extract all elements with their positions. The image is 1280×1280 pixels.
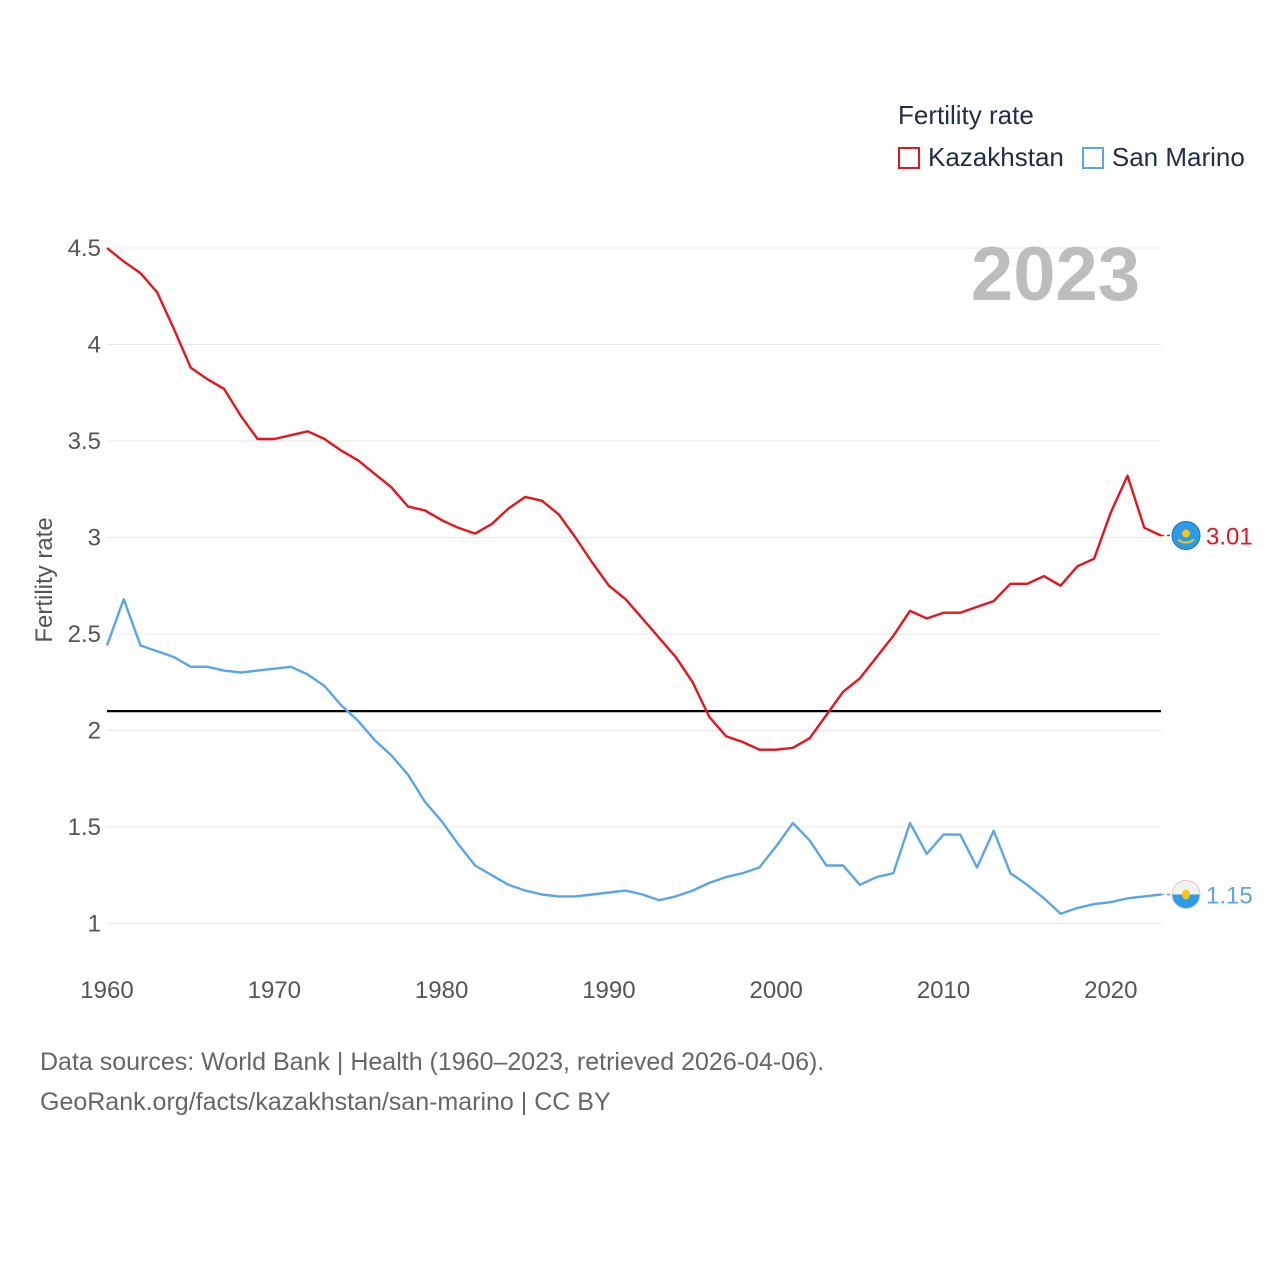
x-axis-ticks: 1960 1970 1980 1990 2000 2010 2020 xyxy=(80,977,1137,1004)
legend: Kazakhstan San Marino xyxy=(898,142,1263,173)
x-tick-label: 1980 xyxy=(415,977,468,1004)
source-line-1: Data sources: World Bank | Health (1960–… xyxy=(40,1048,825,1076)
series-line-kazakhstan xyxy=(106,247,1162,751)
y-tick-label: 1 xyxy=(88,910,101,937)
y-axis-ticks: 1 1.5 2 2.5 3 3.5 4 4.5 xyxy=(68,235,101,937)
x-tick-label: 1990 xyxy=(582,977,635,1004)
legend-label-kazakhstan: Kazakhstan xyxy=(928,142,1064,172)
legend-item-san-marino[interactable]: San Marino xyxy=(1081,142,1245,173)
x-tick-label: 1960 xyxy=(80,977,133,1004)
series-line-san-marino xyxy=(105,598,1162,915)
y-tick-label: 2.5 xyxy=(68,621,101,648)
x-tick-label: 2020 xyxy=(1084,977,1137,1004)
source-note: Data sources: World Bank | Health (1960–… xyxy=(40,1042,824,1122)
flag-kazakhstan-icon xyxy=(1171,521,1201,551)
y-tick-label: 2 xyxy=(88,717,101,744)
y-tick-label: 1.5 xyxy=(68,814,101,841)
end-label-san-marino: 1.15 xyxy=(1206,882,1253,909)
end-label-kazakhstan: 3.01 xyxy=(1206,524,1253,551)
legend-swatch-san-marino xyxy=(1081,146,1104,169)
y-tick-label: 3.5 xyxy=(68,428,101,455)
legend-title: Fertility rate xyxy=(898,100,1034,130)
y-tick-label: 4.5 xyxy=(68,235,101,262)
y-tick-label: 3 xyxy=(88,524,101,551)
legend-swatch-kazakhstan xyxy=(898,146,920,169)
source-line-2: GeoRank.org/facts/kazakhstan/san-marino … xyxy=(40,1088,611,1116)
legend-label-san-marino: San Marino xyxy=(1111,142,1245,172)
y-tick-label: 4 xyxy=(88,331,101,358)
x-tick-label: 1970 xyxy=(248,977,301,1004)
year-display: 2023 xyxy=(971,232,1140,317)
y-axis-label: Fertility rate xyxy=(31,517,58,642)
legend-item-kazakhstan[interactable]: Kazakhstan xyxy=(898,142,1064,173)
x-tick-label: 2010 xyxy=(917,977,970,1004)
x-tick-label: 2000 xyxy=(750,977,803,1004)
series-lines xyxy=(105,247,1162,915)
end-markers: 3.01 1.15 xyxy=(1161,521,1253,909)
flag-san-marino-icon xyxy=(1171,879,1201,909)
gridlines xyxy=(107,247,1161,924)
